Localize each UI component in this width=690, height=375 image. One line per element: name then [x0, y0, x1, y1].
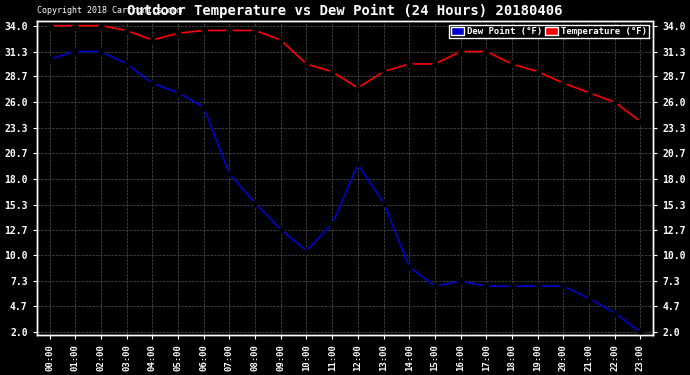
- Text: Copyright 2018 Cartronics.com: Copyright 2018 Cartronics.com: [37, 6, 181, 15]
- Legend: Dew Point (°F), Temperature (°F): Dew Point (°F), Temperature (°F): [448, 26, 649, 38]
- Title: Outdoor Temperature vs Dew Point (24 Hours) 20180406: Outdoor Temperature vs Dew Point (24 Hou…: [127, 4, 563, 18]
